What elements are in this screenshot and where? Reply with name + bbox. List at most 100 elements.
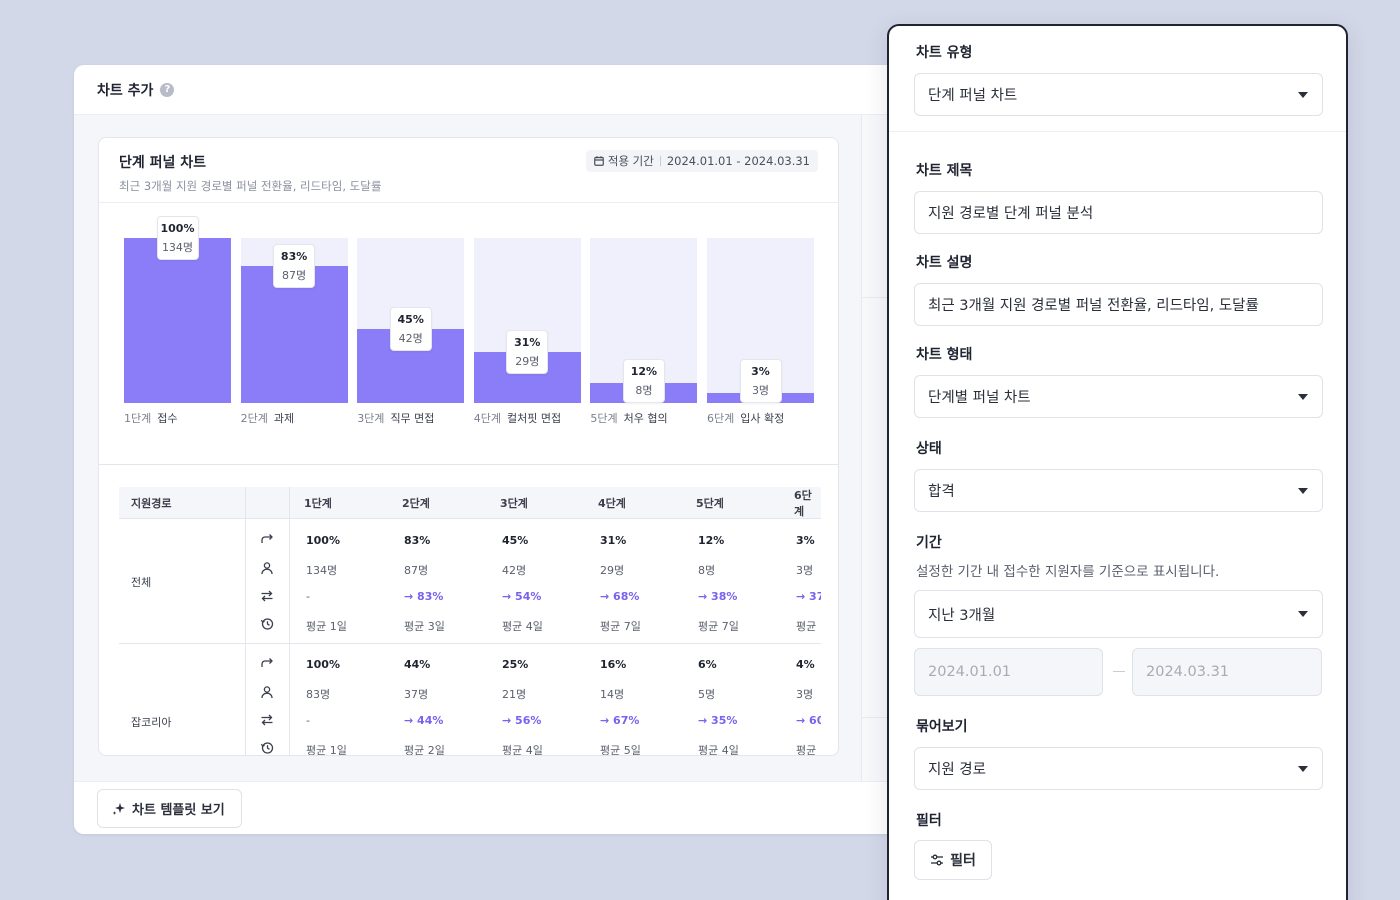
stage-name: 입사 확정	[740, 412, 785, 425]
history-clock-icon	[260, 742, 274, 754]
help-icon[interactable]: ?	[160, 82, 175, 97]
funnel-percent: 12%	[630, 365, 658, 378]
end-date-input[interactable]: 2024.03.31	[1132, 648, 1322, 696]
start-date-input[interactable]: 2024.01.01	[914, 648, 1103, 696]
lead-time-cell: 평균 7일	[600, 620, 641, 633]
group-divider	[119, 643, 821, 644]
lead-time-cell: 평균 5일	[600, 744, 641, 756]
applicant-count-cell: 29명	[600, 564, 625, 577]
applicant-count-cell: 42명	[502, 564, 527, 577]
chevron-down-icon	[1298, 488, 1308, 494]
reach-rate-cell: 83%	[404, 534, 431, 547]
funnel-count: 42명	[398, 331, 423, 345]
period-select-value: 지난 3개월	[928, 607, 996, 624]
chart-template-button[interactable]: 차트 템플릿 보기	[97, 789, 242, 828]
stage-number: 6단계	[707, 412, 735, 425]
period-select[interactable]: 지난 3개월	[914, 590, 1323, 638]
funnel-column: 12% 8명	[590, 238, 698, 403]
applicant-count-cell: 87명	[404, 564, 429, 577]
conversion-rate-cell: → 60	[796, 714, 821, 727]
chart-settings-panel: 차트 유형 단계 퍼널 차트 차트 제목 지원 경로별 단계 퍼널 분석 차트 …	[887, 24, 1348, 900]
stage-number: 3단계	[357, 412, 385, 425]
funnel-stage-label: 2단계 과제	[241, 410, 295, 426]
reach-rate-cell: 45%	[502, 534, 529, 547]
chevron-down-icon	[1298, 611, 1308, 617]
reach-rate-cell: 12%	[698, 534, 725, 547]
conversion-rate-cell: -	[306, 714, 310, 727]
filter-button-label: 필터	[950, 853, 976, 869]
stage-number: 5단계	[590, 412, 618, 425]
lead-time-cell: 평균 2일	[404, 744, 445, 756]
funnel-percent: 31%	[514, 335, 541, 349]
redirect-arrow-icon	[261, 534, 273, 543]
lead-time-cell: 평균 7일	[698, 620, 739, 633]
swap-arrows-icon	[261, 714, 273, 726]
user-icon	[261, 686, 273, 699]
filter-button[interactable]: 필터	[914, 840, 992, 880]
group-by-select[interactable]: 지원 경로	[914, 747, 1323, 790]
source-name: 잡코리아	[131, 716, 172, 729]
funnel-value-label: 31% 29명	[506, 329, 549, 374]
chart-title-value: 지원 경로별 단계 퍼널 분석	[928, 206, 1094, 222]
funnel-percent: 3%	[751, 365, 770, 378]
conversion-rate-cell: → 54%	[502, 590, 542, 603]
reach-rate-cell: 100%	[306, 534, 340, 547]
sparkle-icon	[112, 802, 125, 815]
applicant-count-cell: 21명	[502, 688, 527, 701]
applicant-count-cell: 5명	[698, 688, 716, 701]
lead-time-cell: 평균 1일	[306, 620, 347, 633]
period-separator	[659, 156, 661, 166]
lead-time-cell: 평균	[796, 620, 817, 633]
chart-desc-input[interactable]: 최근 3개월 지원 경로별 퍼널 전환율, 리드타임, 도달률	[914, 283, 1323, 326]
chevron-down-icon	[1298, 394, 1308, 400]
conversion-rate-cell: → 83%	[404, 590, 444, 603]
funnel-bar	[240, 266, 348, 403]
reach-rate-cell: 3%	[796, 534, 815, 547]
swap-arrows-icon	[261, 590, 273, 602]
chart-template-label: 차트 템플릿 보기	[132, 803, 225, 818]
table-divider	[245, 487, 246, 755]
group-by-value: 지원 경로	[928, 762, 986, 778]
status-value: 합격	[928, 484, 955, 500]
reach-rate-cell: 6%	[698, 658, 717, 671]
stage-name: 직무 면접	[390, 412, 435, 425]
status-select[interactable]: 합격	[914, 469, 1323, 512]
preview-area: 단계 퍼널 차트 최근 3개월 지원 경로별 퍼널 전환율, 리드타임, 도달률…	[74, 115, 904, 781]
section-divider	[99, 464, 838, 465]
add-chart-header: 차트 추가 ?	[74, 65, 904, 115]
chart-form-select[interactable]: 단계별 퍼널 차트	[914, 375, 1323, 418]
chart-form-label: 차트 형태	[916, 347, 973, 363]
add-chart-card: 차트 추가 ? 단계 퍼널 차트 최근 3개월 지원 경로별 퍼널 전환율, 리…	[74, 65, 904, 834]
table-divider	[289, 487, 290, 755]
funnel-stage-label: 3단계 직무 면접	[357, 410, 434, 426]
conversion-rate-cell: → 38%	[698, 590, 738, 603]
funnel-count: 8명	[635, 384, 653, 397]
chevron-down-icon	[1298, 92, 1308, 98]
source-name: 전체	[131, 576, 152, 589]
chart-description: 최근 3개월 지원 경로별 퍼널 전환율, 리드타임, 도달률	[119, 179, 382, 193]
chart-desc-label: 차트 설명	[916, 255, 973, 271]
chevron-down-icon	[1298, 766, 1308, 772]
add-chart-footer: 차트 템플릿 보기	[74, 781, 904, 834]
chart-type-value: 단계 퍼널 차트	[928, 88, 1018, 104]
column-header-stage: 5단계	[696, 497, 724, 510]
chart-type-label: 차트 유형	[916, 45, 973, 61]
lead-time-cell: 평균 1	[796, 744, 821, 756]
table-row-group: 잡코리아 100% 44% 25% 16% 6% 4% 83명 37명 21명 14명 5명 3명 - → …	[119, 644, 821, 756]
funnel-column: 31% 29명	[473, 238, 581, 403]
funnel-count: 3명	[751, 384, 770, 397]
funnel-value-label: 100% 134명	[156, 216, 199, 260]
reach-rate-cell: 4%	[796, 658, 815, 671]
applicant-count-cell: 134명	[306, 564, 338, 577]
chart-title: 단계 퍼널 차트	[119, 155, 207, 171]
conversion-rate-cell: → 44%	[404, 714, 444, 727]
history-clock-icon	[260, 618, 274, 630]
lead-time-cell: 평균 3일	[404, 620, 445, 633]
chart-type-select[interactable]: 단계 퍼널 차트	[914, 73, 1323, 116]
sliders-icon	[931, 854, 944, 866]
applicant-count-cell: 83명	[306, 688, 331, 701]
applicant-count-cell: 37명	[404, 688, 429, 701]
chart-title-input[interactable]: 지원 경로별 단계 퍼널 분석	[914, 191, 1323, 234]
funnel-stage-label: 4단계 컬처핏 면접	[474, 410, 561, 426]
lead-time-cell: 평균 1일	[306, 744, 347, 756]
